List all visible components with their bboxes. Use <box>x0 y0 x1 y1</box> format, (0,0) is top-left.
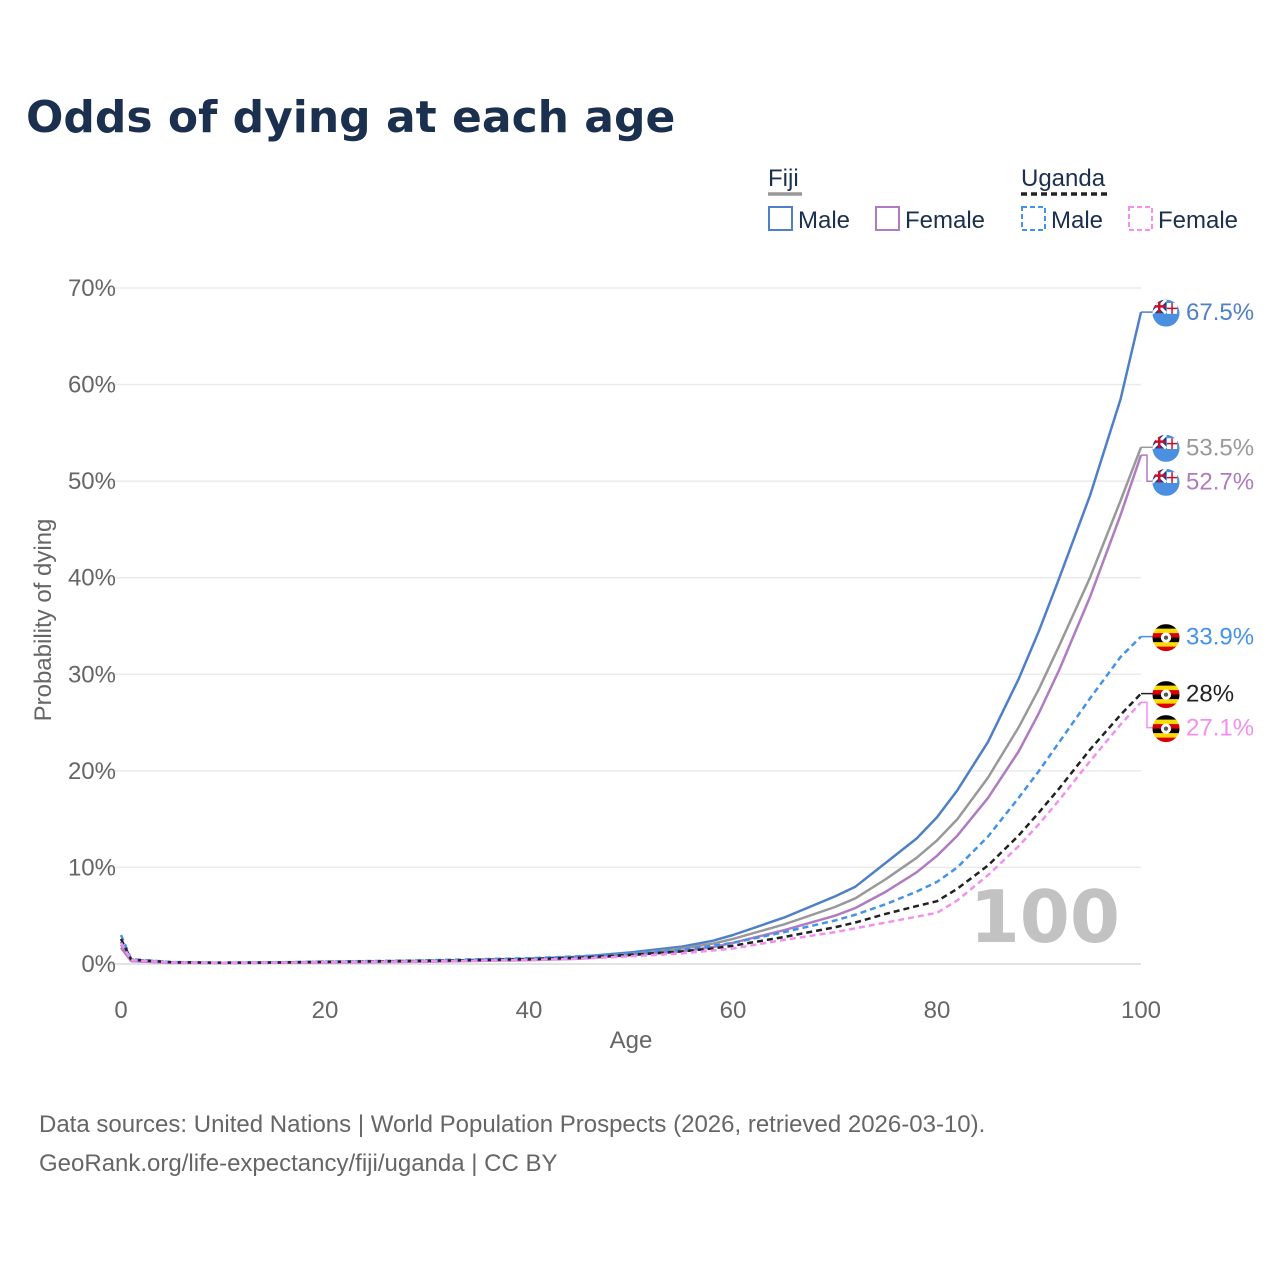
end-label-group: 52.7% <box>1141 454 1254 496</box>
source-line-2: GeoRank.org/life-expectancy/fiji/uganda … <box>39 1150 558 1177</box>
legend-entry-label[interactable]: Male <box>1051 207 1103 234</box>
end-value-label: 33.9% <box>1186 624 1254 651</box>
end-label-group: 27.1% <box>1141 701 1254 743</box>
y-tick-label: 60% <box>68 372 116 399</box>
age-watermark: 100 <box>970 875 1120 959</box>
legend-group-title: Fiji <box>768 165 799 192</box>
uganda-flag-icon <box>1152 715 1180 743</box>
leader-line <box>1141 454 1153 483</box>
y-tick-label: 50% <box>68 468 116 495</box>
end-value-label: 28% <box>1186 681 1234 708</box>
y-axis-ticks: 0% 10% 20% 30% 40% 50% 60% 70% <box>68 275 116 978</box>
legend-group-title: Uganda <box>1021 165 1106 192</box>
series-line-uganda-male <box>119 635 1142 964</box>
gridlines <box>110 287 1141 965</box>
legend-entry-label[interactable]: Male <box>798 207 850 234</box>
end-value-label: 52.7% <box>1186 468 1254 495</box>
end-label-group: 67.5% <box>1141 299 1254 327</box>
data-series <box>119 311 1143 965</box>
legend-entry-label[interactable]: Female <box>905 207 985 234</box>
x-tick-label: 20 <box>312 997 339 1024</box>
end-value-label: 67.5% <box>1186 299 1254 326</box>
series-line-uganda-both-sexes <box>119 692 1142 964</box>
series-line-uganda-female <box>119 701 1142 965</box>
end-label-group: 53.5% <box>1141 434 1254 462</box>
y-tick-label: 30% <box>68 661 116 688</box>
legend[interactable]: Fiji Male Female Uganda Male Female <box>768 165 1238 234</box>
y-tick-label: 0% <box>81 951 116 978</box>
chart-title: Odds of dying at each age <box>26 92 675 143</box>
x-tick-label: 0 <box>114 997 127 1024</box>
end-value-label: 27.1% <box>1186 715 1254 742</box>
end-label-group: 33.9% <box>1141 624 1254 652</box>
fiji-flag-icon <box>1152 299 1180 327</box>
y-tick-label: 20% <box>68 758 116 785</box>
leader-line <box>1141 701 1153 729</box>
uganda-flag-icon <box>1152 624 1180 652</box>
x-tick-label: 60 <box>720 997 747 1024</box>
end-label-group: 28% <box>1141 681 1234 709</box>
y-tick-label: 70% <box>68 275 116 302</box>
legend-swatch[interactable] <box>1021 206 1046 231</box>
fiji-flag-icon <box>1152 468 1180 496</box>
x-axis-ticks: 0 20 40 60 80 100 <box>114 997 1161 1024</box>
x-tick-label: 80 <box>924 997 951 1024</box>
x-tick-label: 100 <box>1121 997 1161 1024</box>
legend-swatch[interactable] <box>1128 206 1153 231</box>
uganda-flag-icon <box>1152 681 1180 709</box>
end-value-label: 53.5% <box>1186 434 1254 461</box>
end-labels: 67.5% 53.5% 52.7% 33.9% 28% 27.1% <box>1141 299 1254 743</box>
legend-group-fiji[interactable]: Fiji Male Female <box>768 165 985 234</box>
fiji-flag-icon <box>1152 434 1180 462</box>
y-tick-label: 10% <box>68 854 116 881</box>
y-axis-title: Probability of dying <box>30 519 57 722</box>
legend-entry-label[interactable]: Female <box>1158 207 1238 234</box>
legend-swatch[interactable] <box>768 206 793 231</box>
x-tick-label: 40 <box>516 997 543 1024</box>
x-axis-title: Age <box>610 1027 653 1054</box>
series-line-fiji-male <box>119 311 1143 965</box>
legend-swatch[interactable] <box>875 206 900 231</box>
y-tick-label: 40% <box>68 565 116 592</box>
source-line-1: Data sources: United Nations | World Pop… <box>39 1111 985 1138</box>
legend-group-uganda[interactable]: Uganda Male Female <box>1021 165 1238 234</box>
